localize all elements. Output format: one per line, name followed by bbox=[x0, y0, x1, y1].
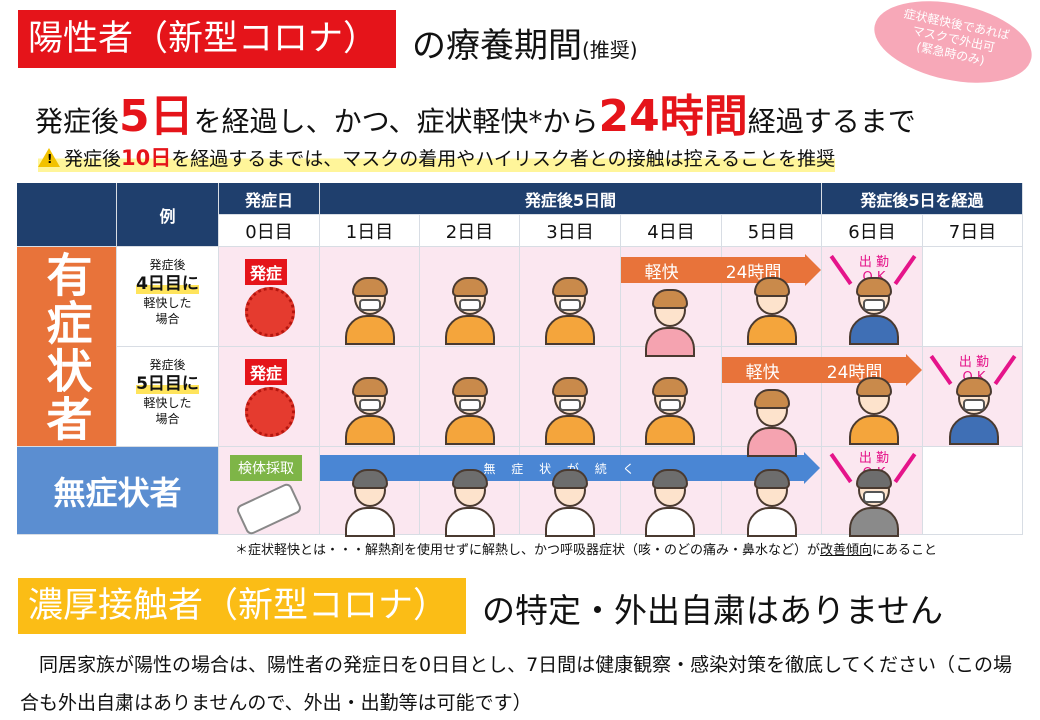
footnote-text: にあること bbox=[872, 543, 938, 558]
headline-days: 5日 bbox=[119, 91, 194, 142]
row-label-asymptomatic: 無症状者 bbox=[17, 447, 219, 535]
ok-line: 出 勤 bbox=[958, 355, 990, 370]
sick-person-icon bbox=[539, 275, 601, 345]
header-after: 発症後5日を経過 bbox=[822, 183, 1023, 215]
day-label: 7日目 bbox=[923, 215, 1023, 247]
example-post: 軽快した bbox=[143, 296, 192, 310]
person-icon bbox=[539, 467, 601, 537]
example-post: 場合 bbox=[155, 312, 180, 326]
warning-icon: ! bbox=[38, 148, 60, 167]
sick-person-icon bbox=[339, 275, 401, 345]
day-label: 2日目 bbox=[420, 215, 520, 247]
cell bbox=[923, 247, 1023, 347]
row-label-symptomatic: 有症状者 bbox=[17, 247, 117, 447]
cell bbox=[923, 447, 1023, 535]
sick-person-icon bbox=[539, 375, 601, 445]
example-post: 軽快した bbox=[143, 396, 192, 410]
page-title: の療養期間(推奨) bbox=[412, 18, 638, 67]
footnote-underline: 改善傾向 bbox=[820, 543, 873, 558]
virus-icon bbox=[245, 287, 295, 337]
happy-person-icon bbox=[741, 275, 803, 345]
onset-tag: 発症 bbox=[245, 359, 288, 385]
day-label: 1日目 bbox=[320, 215, 420, 247]
example-day4: 発症後 4日目に 軽快した 場合 bbox=[117, 247, 219, 347]
warning-days: 10日 bbox=[121, 146, 172, 170]
virus-icon bbox=[245, 387, 295, 437]
section2-highlight: 濃厚接触者（新型コロナ） bbox=[18, 578, 466, 634]
header-5days: 発症後5日間 bbox=[320, 183, 822, 215]
title-note: (推奨) bbox=[582, 38, 638, 62]
title-highlight: 陽性者（新型コロナ） bbox=[18, 10, 396, 68]
example-pre: 発症後 bbox=[149, 258, 186, 272]
working-person-icon bbox=[843, 275, 905, 345]
footnote: ＊症状軽快とは・・・解熱剤を使用せずに解熱し、かつ呼吸器症状（咳・のどの痛み・鼻… bbox=[235, 539, 937, 558]
schedule-table: 例 発症日 発症後5日間 発症後5日を経過 0日目 1日目 2日目 3日目 4日… bbox=[17, 183, 1023, 537]
example-day5: 発症後 5日目に 軽快した 場合 bbox=[117, 347, 219, 447]
footnote-text: ＊症状軽快とは・・・解熱剤を使用せずに解熱し、かつ呼吸器症状（咳・のどの痛み・鼻… bbox=[235, 543, 821, 558]
headline-text: を経過し、かつ、症状軽快*から bbox=[193, 105, 599, 138]
example-day: 4日目に bbox=[136, 274, 199, 294]
sick-person-icon bbox=[439, 375, 501, 445]
title-rest: の療養期間 bbox=[412, 26, 582, 66]
sick-person-icon bbox=[639, 375, 701, 445]
no-symptom-label: 無 症 状 が 続 く bbox=[483, 461, 641, 476]
recovered-person-icon bbox=[639, 287, 701, 357]
sick-person-icon bbox=[439, 275, 501, 345]
headline: 発症後5日を経過し、かつ、症状軽快*から24時間経過するまで bbox=[35, 80, 916, 144]
day-label: 3日目 bbox=[520, 215, 621, 247]
example-day: 5日目に bbox=[136, 374, 199, 394]
ok-line: 出 勤 bbox=[858, 255, 890, 270]
happy-person-icon bbox=[843, 375, 905, 445]
ok-line: 出 勤 bbox=[858, 451, 890, 466]
working-person-icon bbox=[843, 467, 905, 537]
day-label: 5日目 bbox=[722, 215, 822, 247]
person-icon bbox=[741, 467, 803, 537]
onset-tag: 発症 bbox=[245, 259, 288, 285]
sick-person-icon bbox=[339, 375, 401, 445]
header-onset: 発症日 bbox=[219, 183, 320, 215]
person-icon bbox=[339, 467, 401, 537]
header-blank bbox=[17, 183, 117, 247]
day-label: 4日目 bbox=[621, 215, 722, 247]
example-pre: 発症後 bbox=[149, 358, 186, 372]
headline-text: 発症後 bbox=[35, 105, 120, 138]
test-tag: 検体採取 bbox=[230, 455, 302, 481]
headline-text: 経過するまで bbox=[747, 105, 916, 138]
working-person-icon bbox=[943, 375, 1005, 445]
section2-title: の特定・外出自粛はありません bbox=[482, 591, 944, 630]
day-label: 0日目 bbox=[219, 215, 320, 247]
person-icon bbox=[639, 467, 701, 537]
recovered-person-icon bbox=[741, 387, 803, 457]
day-label: 6日目 bbox=[822, 215, 923, 247]
warning-line: ! 発症後10日を経過するまでは、マスクの着用やハイリスク者との接触は控えることを… bbox=[38, 142, 836, 172]
warning-text: を経過するまでは、マスクの着用やハイリスク者との接触は控えることを推奨 bbox=[171, 148, 836, 170]
headline-hours: 24時間 bbox=[598, 91, 748, 142]
recover-label: 軽快 bbox=[644, 262, 679, 283]
example-post: 場合 bbox=[155, 412, 180, 426]
recover-label: 軽快 bbox=[745, 362, 780, 383]
header-example: 例 bbox=[117, 183, 219, 247]
section2-paragraph: 同居家族が陽性の場合は、陽性者の発症日を0日目とし、7日間は健康観察・感染対策を… bbox=[20, 654, 1013, 714]
person-icon bbox=[439, 467, 501, 537]
warning-text: 発症後 bbox=[64, 148, 122, 170]
